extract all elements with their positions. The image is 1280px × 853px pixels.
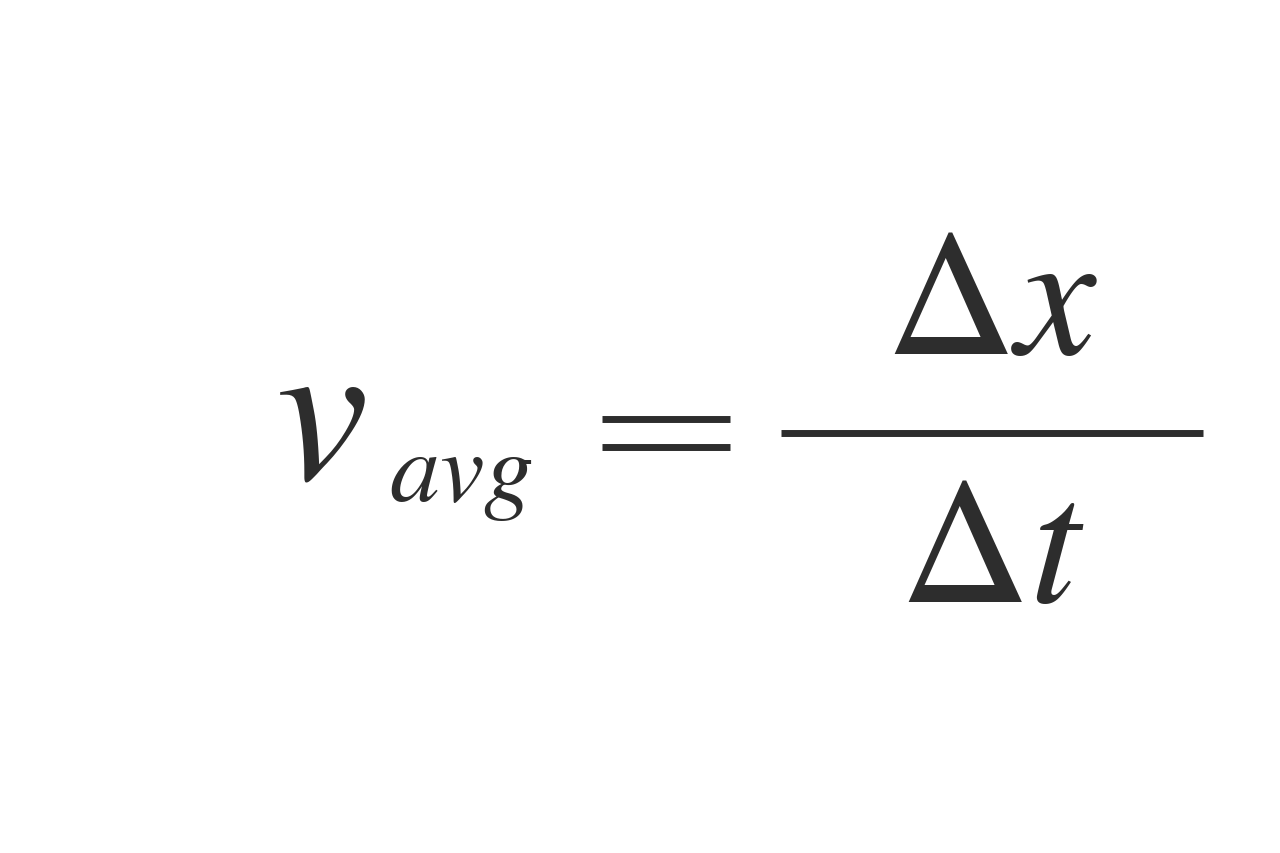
- Text: $\Delta t$: $\Delta t$: [899, 477, 1085, 638]
- Text: www.inchcalculator.com: www.inchcalculator.com: [451, 802, 829, 830]
- FancyBboxPatch shape: [641, 771, 653, 772]
- Text: Average Velocity Formula: Average Velocity Formula: [40, 33, 1240, 125]
- Text: $avg$: $avg$: [389, 435, 532, 523]
- FancyBboxPatch shape: [626, 769, 654, 770]
- FancyBboxPatch shape: [641, 773, 653, 774]
- Text: $\Delta x$: $\Delta x$: [886, 229, 1098, 390]
- FancyBboxPatch shape: [626, 771, 637, 772]
- Text: $v$: $v$: [275, 335, 365, 521]
- FancyBboxPatch shape: [626, 773, 637, 774]
